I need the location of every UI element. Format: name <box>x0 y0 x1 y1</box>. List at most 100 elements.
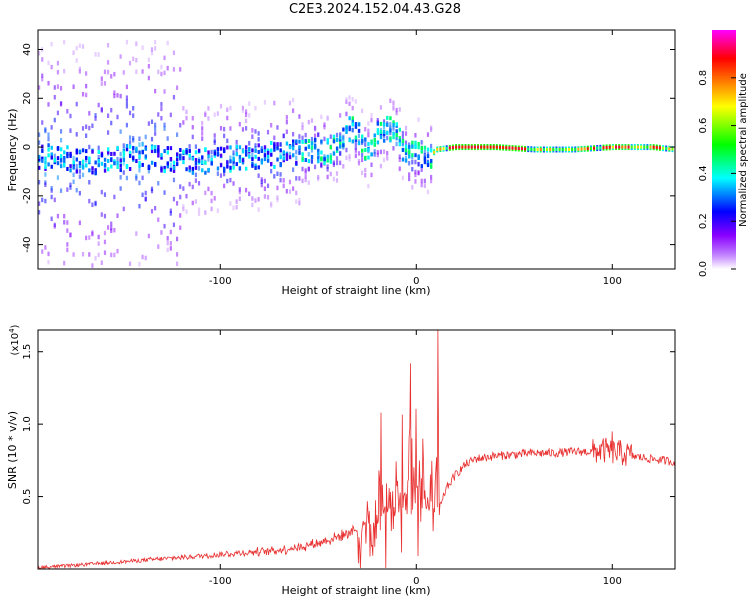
spectrogram-cell <box>408 142 411 147</box>
spectrogram-cell <box>298 150 301 155</box>
spectrogram-cell <box>401 135 404 140</box>
spectrogram-cell <box>154 46 157 51</box>
spectrogram-cell <box>125 84 129 90</box>
spectrogram-cell <box>66 242 69 247</box>
spectrogram-cell <box>301 139 304 144</box>
spectrogram-cell <box>163 55 166 61</box>
spectrogram-cell <box>342 138 345 143</box>
spectrogram-cell <box>75 45 78 51</box>
spectrogram-cell <box>154 122 157 128</box>
spectrogram-cell <box>154 205 157 211</box>
spectrogram-cell <box>141 150 144 155</box>
spectrogram-cell <box>154 39 157 45</box>
spectrogram-cell <box>244 166 248 171</box>
spectrogram-cell <box>524 147 527 151</box>
spectrogram-cell <box>426 147 430 152</box>
spectrogram-cell <box>144 134 147 140</box>
spectrogram-cell <box>307 166 310 171</box>
spectrogram-cell <box>329 145 333 150</box>
spectrogram-cell <box>361 108 364 114</box>
spectrogram-cell <box>263 145 267 150</box>
spectrogram-cell <box>106 60 110 65</box>
spectrogram-cell <box>257 149 260 154</box>
spectrogram-cell <box>185 109 188 115</box>
spectrogram-cell <box>116 164 119 169</box>
spectrogram-cell <box>166 150 169 155</box>
spectrogram-cell <box>188 153 191 158</box>
spectrogram-cell <box>411 140 414 145</box>
spectrogram-cell <box>414 169 417 175</box>
spectrogram-cell <box>361 134 364 139</box>
spectrogram-cell <box>389 116 392 121</box>
spectrogram-cell <box>292 97 295 103</box>
spectrogram-cell <box>273 100 276 106</box>
spectrogram-cell <box>69 168 72 173</box>
spectrogram-cell <box>81 165 85 170</box>
spectrogram-cell <box>128 167 132 172</box>
spectrogram-cell <box>326 174 329 180</box>
spectrogram-cell <box>442 147 445 151</box>
spectrogram-cell <box>141 192 144 198</box>
spectrogram-cell <box>379 129 383 134</box>
spectrogram-cell <box>201 136 204 141</box>
spectrogram-cell <box>216 166 220 171</box>
spectrogram-cell <box>85 157 88 163</box>
spectrogram-cell <box>398 154 401 159</box>
spectrogram-cell <box>122 150 126 155</box>
spectrogram-cell <box>665 146 668 150</box>
spectrogram-cell <box>392 131 395 136</box>
spectrogram-cell <box>373 133 376 138</box>
spectrogram-cell <box>41 76 44 82</box>
spectrogram-cell <box>100 260 103 265</box>
spectrogram-cell <box>41 156 44 161</box>
spectrogram-cell <box>207 167 210 172</box>
spectrogram-cell <box>91 170 94 175</box>
spectrogram-cell <box>354 145 357 150</box>
colorbar-tick-label: 0.6 <box>698 118 709 134</box>
spectrogram-cell <box>257 131 260 136</box>
spectrogram-cell <box>386 130 389 135</box>
spectrogram-cell <box>229 168 232 173</box>
spectrogram-cell <box>467 145 470 149</box>
spectrogram-cell <box>132 148 135 154</box>
spectrogram-cell <box>417 145 420 150</box>
spectrogram-cell <box>282 156 286 161</box>
spectrogram-cell <box>81 44 85 49</box>
spectrogram-cell <box>113 90 116 95</box>
spectrogram-cell <box>182 204 185 209</box>
spectrogram-cell <box>342 164 345 169</box>
spectrogram-cell <box>69 153 72 158</box>
spectrogram-cell <box>382 119 386 124</box>
spectrogram-cell <box>232 165 235 170</box>
spectrogram-cell <box>223 171 226 177</box>
spectrogram-cell <box>270 152 273 157</box>
spectrogram-cell <box>229 126 232 131</box>
spectrogram-cell <box>398 166 401 171</box>
spectrogram-cell <box>235 144 238 149</box>
spectrogram-cell <box>430 178 433 184</box>
spectrogram-cell <box>426 163 430 168</box>
spectrogram-cell <box>282 183 285 189</box>
spectrogram-cell <box>376 152 379 158</box>
spectrogram-cell <box>389 122 392 127</box>
spectrogram-cell <box>179 213 182 218</box>
spectrogram-cell <box>194 150 198 155</box>
spectrogram-cell <box>166 240 169 246</box>
spectrogram-cell <box>348 138 351 143</box>
spectrogram-cell <box>38 50 41 56</box>
spectrogram-cell <box>439 147 442 151</box>
spectrogram-cell <box>226 115 229 121</box>
spectrogram-cell <box>223 126 226 132</box>
spectrogram-cell <box>254 165 257 170</box>
spectrogram-cell <box>621 145 624 149</box>
spectrogram-cell <box>72 155 75 161</box>
spectrogram-cell <box>257 207 260 212</box>
spectrogram-cell <box>307 152 310 157</box>
spectrogram-cell <box>248 154 251 159</box>
spectrogram-cell <box>398 136 402 141</box>
spectrogram-cell <box>69 185 72 190</box>
spectrogram-cell <box>150 145 154 150</box>
spectrogram-cell <box>172 177 176 183</box>
spectrogram-cell <box>646 145 649 149</box>
spectrogram-cell <box>110 120 113 126</box>
